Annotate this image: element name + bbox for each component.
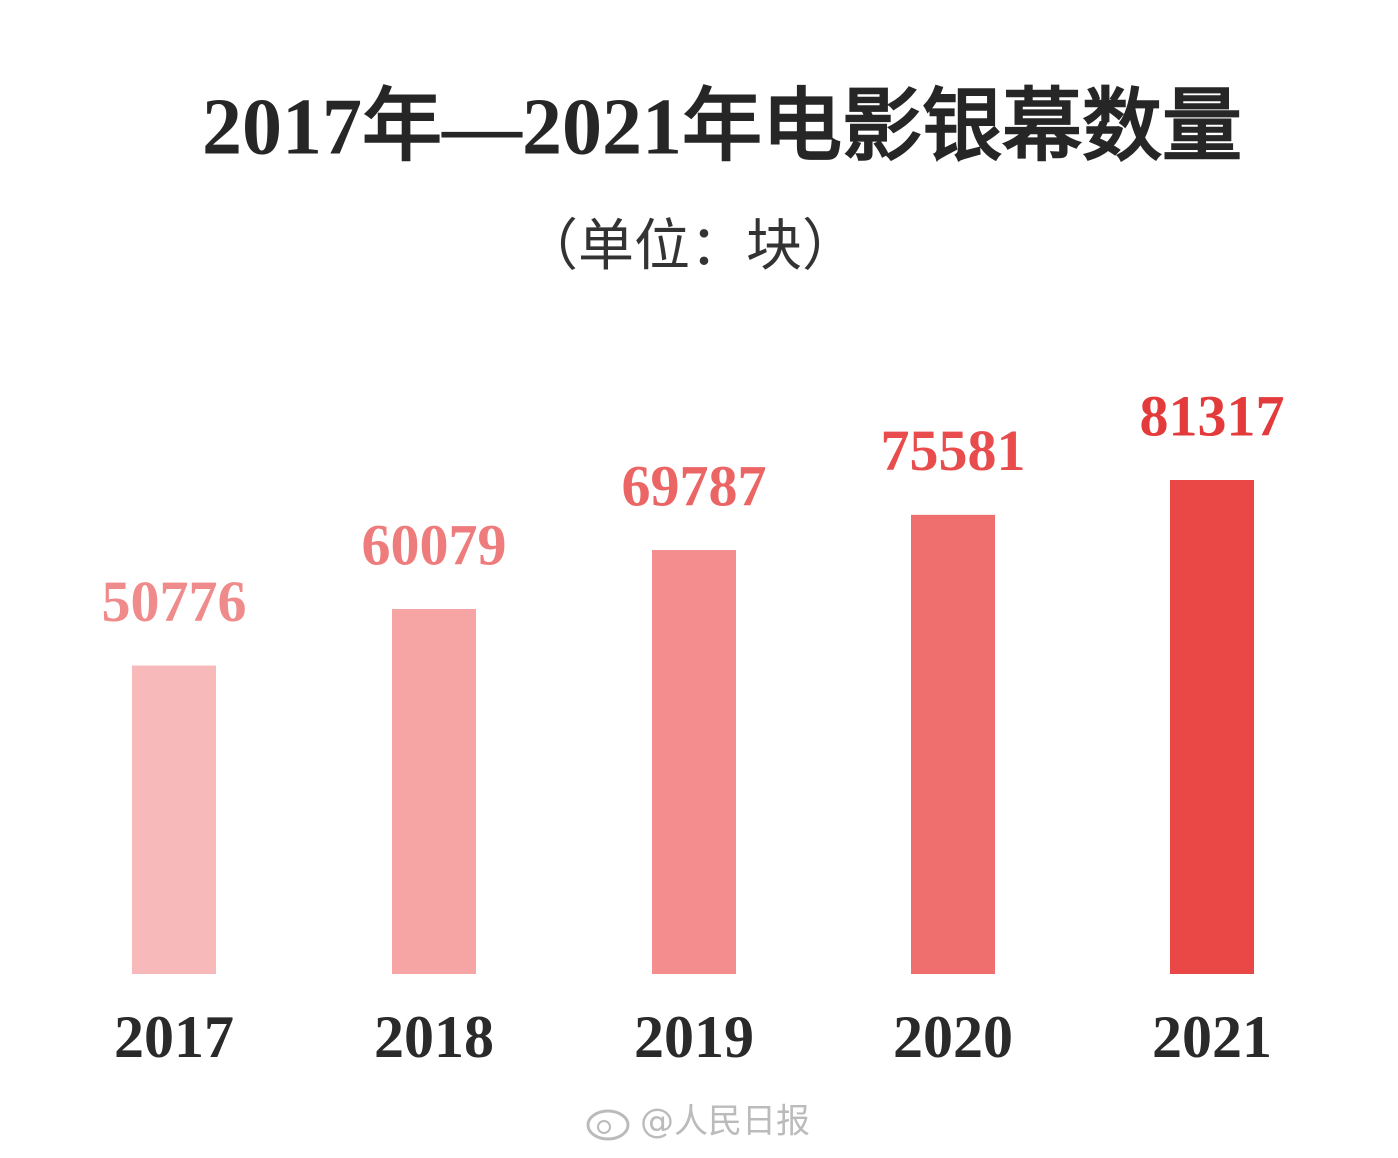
x-tick-label: 2019 xyxy=(634,1004,754,1070)
value-label: 75581 xyxy=(881,418,1026,483)
value-label: 50776 xyxy=(102,569,247,634)
bar xyxy=(652,550,736,974)
value-label: 81317 xyxy=(1140,383,1285,448)
bar xyxy=(392,609,476,974)
x-tick-label: 2017 xyxy=(114,1004,234,1070)
chart-title: 2017年—2021年电影银幕数量 xyxy=(202,83,1242,171)
watermark: @人民日报 xyxy=(640,1102,810,1142)
value-label: 60079 xyxy=(362,512,507,577)
x-tick-label: 2020 xyxy=(893,1004,1013,1070)
value-label: 69787 xyxy=(622,453,767,518)
bar xyxy=(132,665,216,974)
chart-subtitle: （单位：块） xyxy=(522,214,858,279)
weibo-logo xyxy=(586,1109,630,1141)
x-tick-label: 2018 xyxy=(374,1004,494,1070)
bar xyxy=(1170,480,1254,974)
x-tick-label: 2021 xyxy=(1152,1004,1272,1070)
bar xyxy=(911,514,995,974)
